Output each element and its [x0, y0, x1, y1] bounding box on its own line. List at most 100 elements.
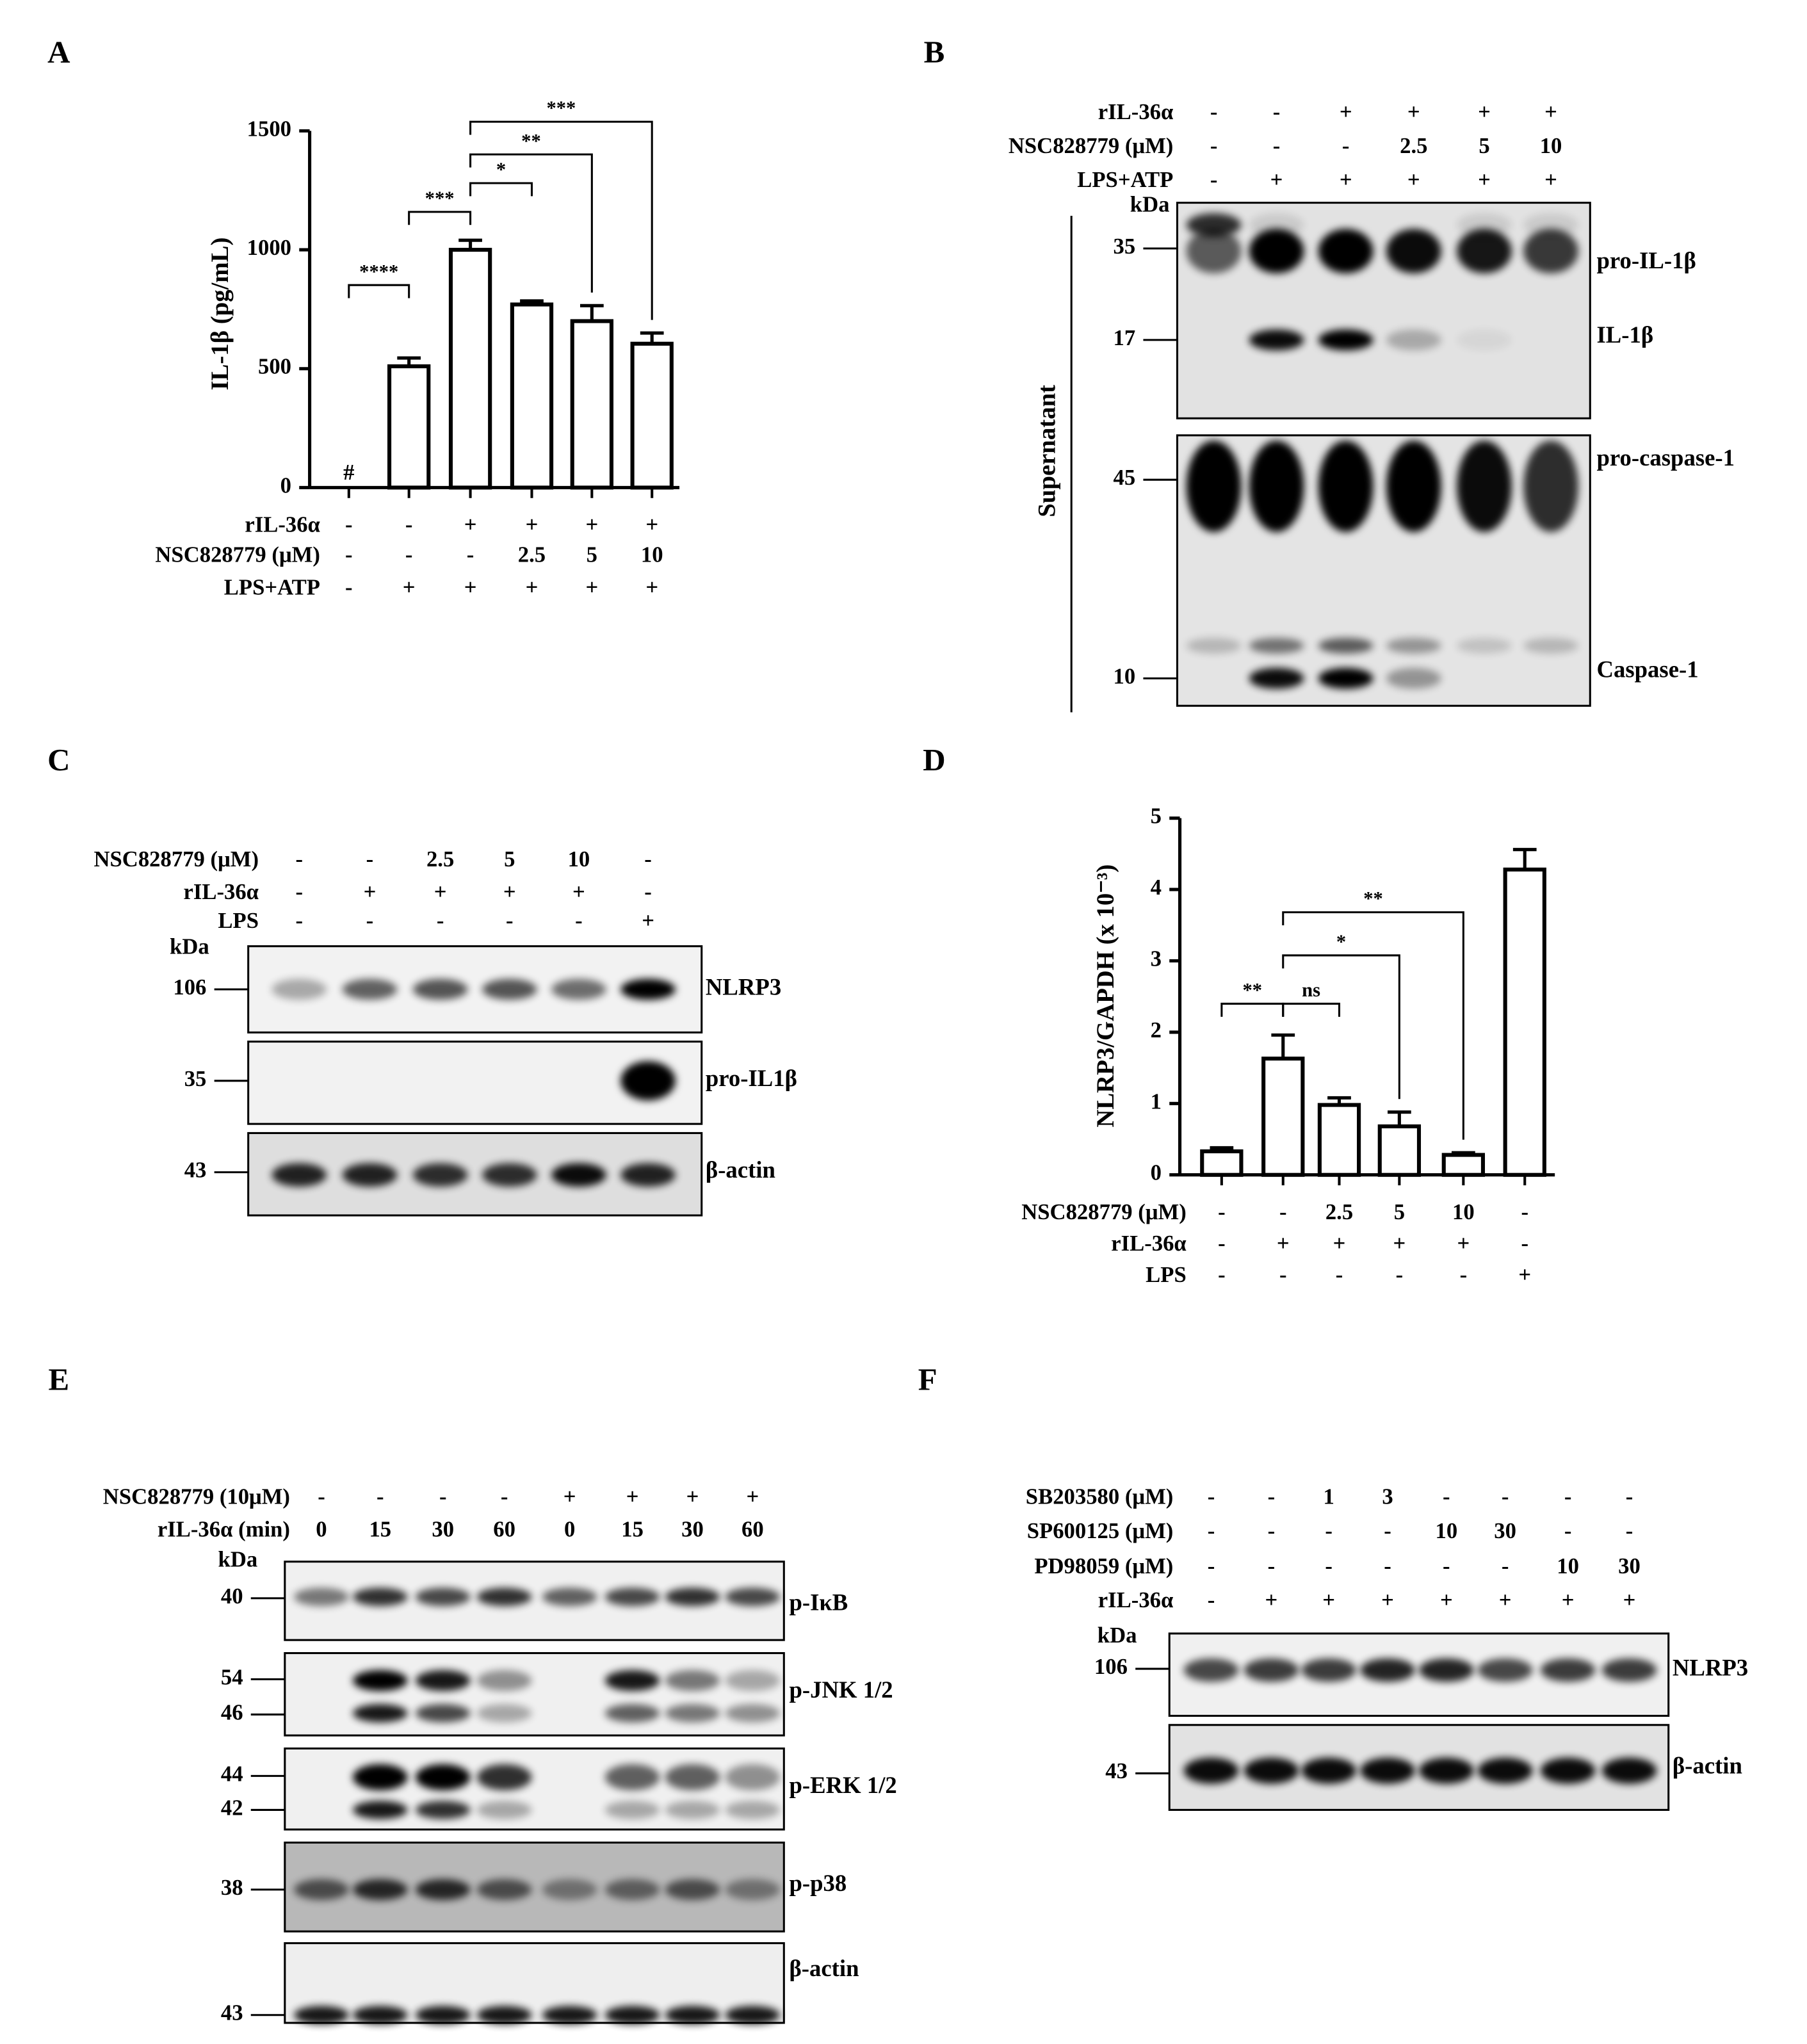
condition-value: - [1502, 1484, 1509, 1509]
condition-value: + [686, 1484, 699, 1509]
panel-letter: D [923, 742, 945, 777]
blot-band [725, 1670, 781, 1691]
condition-value: 2.5 [1400, 133, 1427, 158]
blot-band [476, 1764, 532, 1790]
condition-value: 0 [316, 1517, 327, 1542]
significance-label: ** [1363, 888, 1383, 909]
blot-band [725, 1801, 781, 1819]
blot-band [1523, 638, 1578, 654]
condition-value: - [1268, 1518, 1276, 1543]
blot-band [1301, 1658, 1357, 1682]
blot-band [476, 1587, 532, 1607]
blot-band [1318, 638, 1373, 654]
condition-value: - [1210, 99, 1218, 124]
band-label: p-p38 [789, 1870, 847, 1896]
side-label: Supernatant [1033, 385, 1060, 517]
condition-value: + [1333, 1231, 1346, 1256]
band-label: pro-IL1β [706, 1065, 797, 1091]
blot-band [604, 1764, 660, 1790]
significance-label: ** [1243, 979, 1263, 1001]
blot-band [1523, 229, 1578, 273]
blot-band [1386, 229, 1441, 273]
blot-band [415, 1670, 471, 1691]
bar [1503, 867, 1546, 1177]
band-label: pro-IL-1β [1596, 247, 1696, 273]
condition-value: 15 [369, 1517, 391, 1542]
condition-value: + [626, 1484, 639, 1509]
condition-value: 2.5 [426, 847, 454, 872]
condition-label: rIL-36α [183, 879, 259, 904]
blot-band [1244, 1757, 1299, 1784]
condition-value: + [464, 575, 477, 600]
condition-value: 3 [1382, 1484, 1393, 1509]
error-bar [520, 299, 544, 305]
condition-value: + [1623, 1587, 1636, 1612]
blot-band [1186, 229, 1242, 273]
condition-value: + [434, 879, 447, 904]
blot-band [294, 1879, 349, 1901]
condition-value: - [1268, 1553, 1276, 1578]
band-label: NLRP3 [1673, 1655, 1748, 1681]
condition-value: 10 [1540, 133, 1562, 158]
blot-band [476, 1879, 532, 1901]
condition-value: - [1564, 1484, 1572, 1509]
blot-band [1457, 329, 1512, 351]
blot-band [352, 1587, 408, 1607]
blot-band [542, 1587, 597, 1607]
blot-membrane [1176, 434, 1591, 707]
blot-band [476, 1670, 532, 1691]
y-tick-label: 3 [1151, 946, 1162, 971]
blot-band [1386, 638, 1441, 654]
condition-value: + [1381, 1587, 1394, 1612]
blot-band [415, 1764, 471, 1790]
condition-label: LPS+ATP [224, 575, 320, 600]
condition-value: + [1265, 1587, 1278, 1612]
condition-value: + [1562, 1587, 1575, 1612]
blot-band [1540, 1658, 1596, 1682]
blot-band [542, 2006, 597, 2025]
condition-value: + [1393, 1231, 1406, 1256]
significance-label: *** [546, 97, 576, 119]
condition-value: - [1218, 1262, 1226, 1287]
condition-value: - [1521, 1199, 1528, 1224]
condition-value: + [526, 512, 539, 537]
condition-value: + [642, 908, 654, 933]
blot-band [665, 1801, 720, 1819]
kda-label: kDa [170, 934, 209, 959]
blot-band [604, 1801, 660, 1819]
panel-letter: A [47, 34, 70, 69]
blot-band [1477, 1658, 1533, 1682]
condition-value: - [295, 908, 303, 933]
condition-value: - [1396, 1262, 1404, 1287]
blot-band [1249, 440, 1304, 532]
blot-band [1186, 213, 1242, 237]
y-tick-label: 1500 [247, 116, 291, 141]
blot-band [604, 1704, 660, 1723]
blot-band [665, 1587, 720, 1607]
significance-label: *** [425, 188, 455, 209]
blot-band [1318, 440, 1373, 532]
condition-label: rIL-36α [1098, 99, 1174, 124]
condition-label: LPS+ATP [1077, 167, 1173, 192]
condition-value: - [1521, 1231, 1528, 1256]
bar [1261, 1057, 1305, 1177]
condition-value: - [345, 575, 353, 600]
condition-value: - [366, 908, 374, 933]
significance-bracket [469, 182, 533, 197]
blot-band [1318, 229, 1373, 273]
condition-value: - [1218, 1199, 1226, 1224]
condition-value: - [1268, 1484, 1276, 1509]
blot-band [604, 1879, 660, 1901]
y-tick-label: 500 [258, 354, 291, 379]
condition-value: - [575, 908, 583, 933]
condition-value: - [644, 879, 652, 904]
blot-band [725, 2006, 781, 2025]
condition-value: - [345, 512, 353, 537]
condition-value: - [1384, 1553, 1391, 1578]
condition-value: 5 [504, 847, 515, 872]
condition-label: SB203580 (μM) [1026, 1484, 1174, 1509]
condition-value: 2.5 [518, 542, 546, 567]
error-bar [1388, 1110, 1411, 1126]
condition-value: + [1478, 167, 1491, 192]
blot-band [415, 2006, 471, 2025]
